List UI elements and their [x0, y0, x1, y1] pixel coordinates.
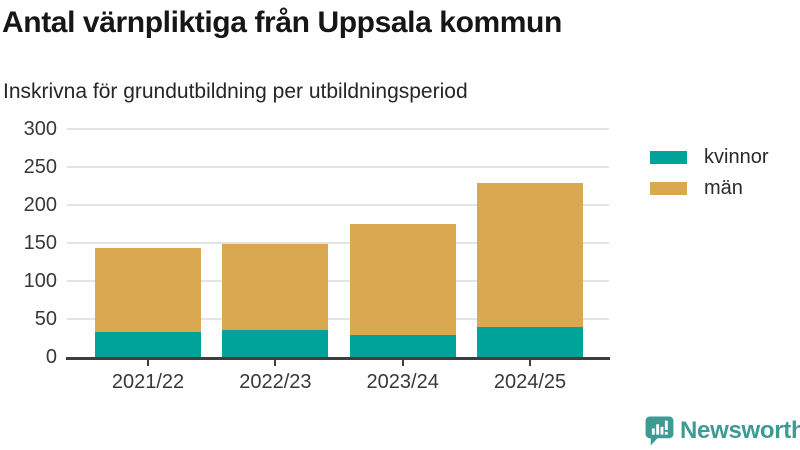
x-tick-2024-25: [529, 360, 531, 366]
gridline-100: [67, 280, 609, 282]
chart-title: Antal värnpliktiga från Uppsala kommun: [2, 6, 562, 39]
x-axis-line: [66, 357, 610, 360]
bar-segment-män-2024-25: [477, 182, 583, 327]
x-tick-label-2024-25: 2024/25: [493, 371, 567, 393]
x-tick-label-2022-23: 2022/23: [239, 371, 312, 393]
x-tick-2022-23: [274, 360, 277, 366]
y-tick-label-150: 150: [23, 232, 57, 254]
bar-segment-kvinnor-2022-23: [222, 329, 329, 357]
y-tick-label-50: 50: [34, 308, 57, 330]
legend-label-män: män: [704, 177, 743, 199]
branding: Newsworthy: [644, 415, 800, 447]
legend-label-kvinnor: kvinnor: [704, 146, 769, 168]
chart-subtitle: Inskrivna för grundutbildning per utbild…: [3, 80, 468, 103]
x-tick-label-2023-24: 2023/24: [366, 371, 439, 393]
x-tick-2023-24: [401, 360, 404, 366]
y-tick-label-200: 200: [23, 194, 57, 216]
gridline-250: [67, 166, 609, 168]
legend-swatch-kvinnor: [650, 151, 687, 164]
bar-segment-män-2022-23: [222, 243, 329, 330]
gridline-300: [67, 128, 609, 130]
legend-swatch-män: [650, 182, 687, 195]
y-tick-label-0: 0: [45, 346, 57, 368]
legend-item-kvinnor: kvinnor: [650, 146, 768, 169]
bar-segment-kvinnor-2023-24: [349, 334, 456, 357]
legend-item-män: män: [650, 177, 768, 200]
bar-segment-män-2021-22: [95, 248, 201, 332]
x-tick-label-2021-22: 2021/22: [111, 371, 185, 393]
y-tick-label-250: 250: [23, 156, 57, 178]
bar-segment-kvinnor-2021-22: [95, 331, 201, 357]
gridline-150: [67, 242, 609, 244]
gridline-200: [67, 204, 609, 206]
bar-segment-män-2023-24: [349, 224, 456, 335]
y-tick-label-300: 300: [23, 118, 57, 140]
x-tick-2021-22: [147, 360, 149, 366]
bar-segment-kvinnor-2024-25: [477, 326, 583, 357]
gridline-50: [67, 318, 609, 320]
y-tick-label-100: 100: [23, 270, 57, 292]
newsworthy-logo-icon: [645, 416, 674, 446]
branding-text: Newsworthy: [680, 417, 800, 444]
legend: kvinnor män: [650, 146, 768, 200]
